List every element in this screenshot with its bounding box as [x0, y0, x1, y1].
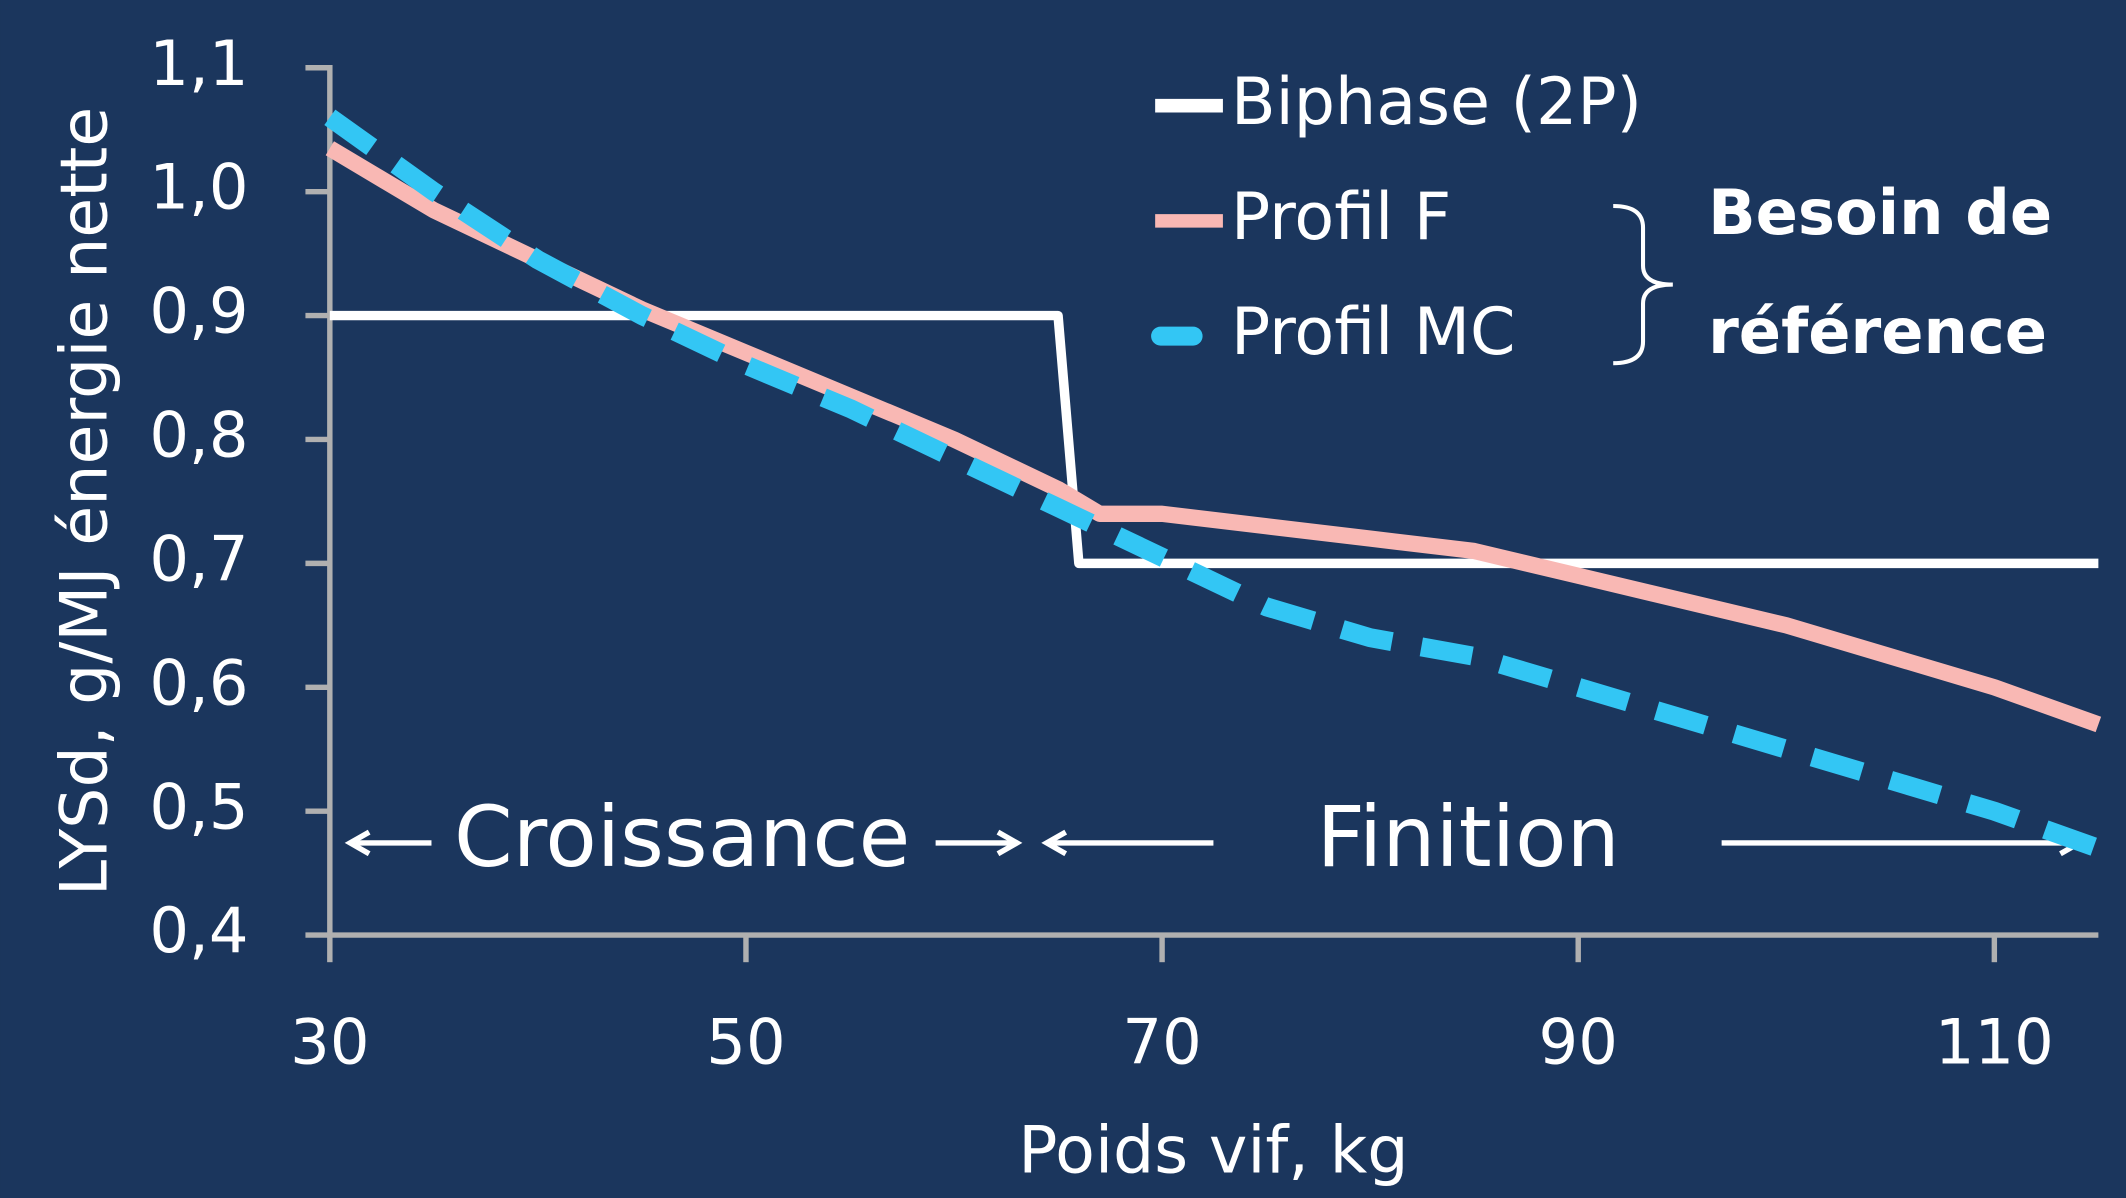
x-axis-label: Poids vif, kg	[1018, 1114, 1408, 1189]
x-tick-label: 90	[1539, 1005, 1618, 1078]
legend-label: Profil MC	[1231, 295, 1515, 370]
y-tick-label: 1,0	[149, 151, 248, 224]
series-line	[324, 109, 2102, 858]
y-tick-label: 0,6	[149, 646, 248, 719]
y-tick-label: 1,1	[149, 27, 248, 100]
y-tick-label: 0,4	[149, 894, 248, 967]
annotation: Besoin de	[1708, 176, 2052, 249]
y-tick-label: 0,5	[149, 770, 248, 843]
bracket	[1613, 203, 1673, 366]
y-tick-label: 0,9	[149, 275, 248, 348]
annotation: Croissance	[454, 788, 910, 886]
annotation: référence	[1708, 295, 2047, 368]
x-tick-label: 110	[1935, 1005, 2054, 1078]
legend-label: Profil F	[1231, 180, 1451, 255]
legend-label: Biphase (2P)	[1231, 65, 1642, 140]
x-tick-label: 30	[290, 1005, 369, 1078]
series-line	[329, 310, 2099, 569]
annotation: Finition	[1317, 788, 1620, 886]
y-tick-label: 0,7	[149, 522, 248, 595]
x-tick-label: 50	[706, 1005, 785, 1078]
y-axis-label: LYSd, g/MJ énergie nette	[48, 107, 123, 896]
x-tick-label: 70	[1122, 1005, 1201, 1078]
y-tick-label: 0,8	[149, 399, 248, 472]
